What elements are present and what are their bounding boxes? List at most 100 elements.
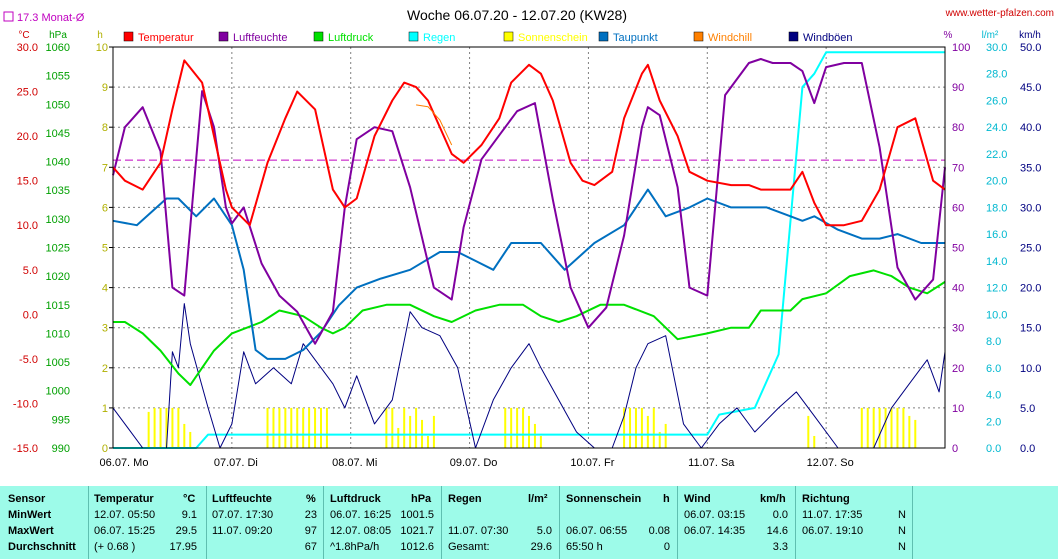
tick-label-sun: 8	[102, 122, 108, 134]
legend-label: Windchill	[708, 32, 752, 44]
col-wind-unit: km/h	[760, 493, 786, 505]
tick-label-humidity: 70	[952, 162, 964, 174]
sunshine-bar	[290, 407, 293, 448]
sunshine-bar	[153, 407, 156, 448]
tick-label-wind: 50.0	[1020, 42, 1041, 54]
tick-label-sun: 3	[102, 323, 108, 335]
legend-label: Luftdruck	[328, 32, 374, 44]
sunshine-bar	[391, 407, 394, 448]
axis-unit-humidity: %	[944, 30, 953, 41]
x-tick-label: 06.07. Mo	[100, 457, 149, 469]
tick-label-wind: 40.0	[1020, 122, 1041, 134]
tick-label-wind: 45.0	[1020, 82, 1041, 94]
tick-label-humidity: 30	[952, 323, 964, 335]
x-tick-label: 09.07. Do	[450, 457, 498, 469]
sunshine-bar	[528, 415, 530, 448]
axes: 30.025.020.015.010.05.00.0-5.0-10.0-15.0…	[13, 30, 1042, 469]
tick-label-pressure: 1060	[46, 42, 70, 54]
sunshine-bar	[890, 407, 893, 448]
tick-label-rain: 28.0	[986, 69, 1007, 81]
x-tick-label: 11.07. Sa	[688, 457, 735, 469]
tick-label-temp: 0.0	[23, 309, 38, 321]
sunshine-bar	[807, 415, 810, 448]
tick-label-humidity: 10	[952, 403, 964, 415]
tick-label-wind: 0.0	[1020, 443, 1035, 455]
sunshine-bar	[908, 415, 911, 448]
legend-label: Sonnenschein	[518, 32, 588, 44]
tick-label-temp: 5.0	[23, 265, 38, 277]
sunshine-bar	[403, 407, 406, 448]
tick-label-temp: 20.0	[17, 131, 38, 143]
x-tick-label: 08.07. Mi	[332, 457, 377, 469]
legend-label: Temperatur	[138, 32, 194, 44]
sunshine-bar	[432, 415, 435, 448]
sunshine-bars	[147, 407, 917, 448]
axis-unit-pressure: hPa	[49, 30, 67, 41]
tick-label-temp: 15.0	[17, 176, 38, 188]
sunshine-bar	[296, 407, 299, 448]
sunshine-bar	[640, 407, 643, 448]
tick-label-pressure: 990	[52, 443, 70, 455]
tick-label-temp: -5.0	[19, 354, 38, 366]
tick-label-humidity: 50	[952, 243, 964, 255]
legend-label: Luftfeuchte	[233, 32, 287, 44]
sunshine-bar	[510, 407, 513, 448]
tick-label-pressure: 1050	[46, 99, 70, 111]
legend-label: Regen	[423, 32, 455, 44]
sunshine-bar	[385, 407, 388, 448]
sunshine-bar	[278, 407, 281, 448]
tick-label-rain: 14.0	[986, 256, 1007, 268]
x-tick-label: 07.07. Di	[214, 457, 258, 469]
sunshine-bar	[522, 407, 525, 448]
x-tick-label: 12.07. So	[807, 457, 854, 469]
table-header: Sensor Temperatur °C Luftfeuchte % Luftd…	[0, 491, 1058, 507]
tick-label-rain: 26.0	[986, 95, 1007, 107]
tick-label-sun: 10	[96, 42, 108, 54]
tick-label-wind: 30.0	[1020, 202, 1041, 214]
sunshine-bar	[415, 407, 418, 448]
axis-unit-wind: km/h	[1019, 30, 1041, 41]
table-row: MaxWert 06.07. 15:25 29.5 11.07. 09:20 9…	[8, 525, 906, 537]
tick-label-rain: 24.0	[986, 122, 1007, 134]
axis-unit-temp: °C	[18, 30, 29, 41]
sunshine-bar	[308, 407, 311, 448]
sunshine-bar	[533, 423, 536, 448]
tick-label-sun: 9	[102, 82, 108, 94]
tick-label-humidity: 60	[952, 202, 964, 214]
series-line-luftdruck	[113, 269, 946, 386]
sunshine-bar	[623, 407, 626, 448]
sunshine-bar	[664, 423, 667, 448]
series-line-taupunkt	[112, 188, 945, 360]
series-line-windchill	[416, 104, 453, 146]
avg-label: 17.3 Monat-Ø	[17, 12, 85, 24]
sunshine-bar	[896, 407, 899, 448]
tick-label-wind: 15.0	[1020, 323, 1041, 335]
sunshine-bar	[646, 415, 649, 448]
tick-label-humidity: 20	[952, 363, 964, 375]
tick-label-pressure: 1000	[46, 386, 70, 398]
tick-label-sun: 5	[102, 243, 108, 255]
sunshine-bar	[504, 407, 507, 448]
sunshine-bar	[539, 435, 542, 448]
table-row: Durchschnitt (+ 0.68 ) 17.95 67 ^1.8hPa/…	[8, 541, 906, 553]
tick-label-temp: -15.0	[13, 443, 38, 455]
tick-label-sun: 4	[102, 283, 108, 295]
tick-label-rain: 8.0	[986, 336, 1001, 348]
tick-label-sun: 2	[102, 363, 108, 375]
col-rain-unit: l/m²	[528, 493, 548, 505]
tick-label-humidity: 40	[952, 283, 964, 295]
sunshine-bar	[272, 407, 275, 448]
tick-label-sun: 6	[102, 202, 108, 214]
tick-label-pressure: 1035	[46, 185, 70, 197]
tick-label-pressure: 1015	[46, 300, 70, 312]
sunshine-bar	[409, 415, 412, 448]
legend-label: Taupunkt	[613, 32, 658, 44]
stats-table: Sensor Temperatur °C Luftfeuchte % Luftd…	[0, 486, 1058, 559]
legend-swatch	[313, 31, 324, 42]
sunshine-bar	[884, 407, 887, 448]
tick-label-pressure: 1005	[46, 357, 70, 369]
site-link[interactable]: www.wetter-pfalzen.com	[945, 8, 1054, 19]
col-wind: Wind	[684, 493, 711, 505]
tick-label-rain: 12.0	[986, 283, 1007, 295]
tick-label-humidity: 80	[952, 122, 964, 134]
